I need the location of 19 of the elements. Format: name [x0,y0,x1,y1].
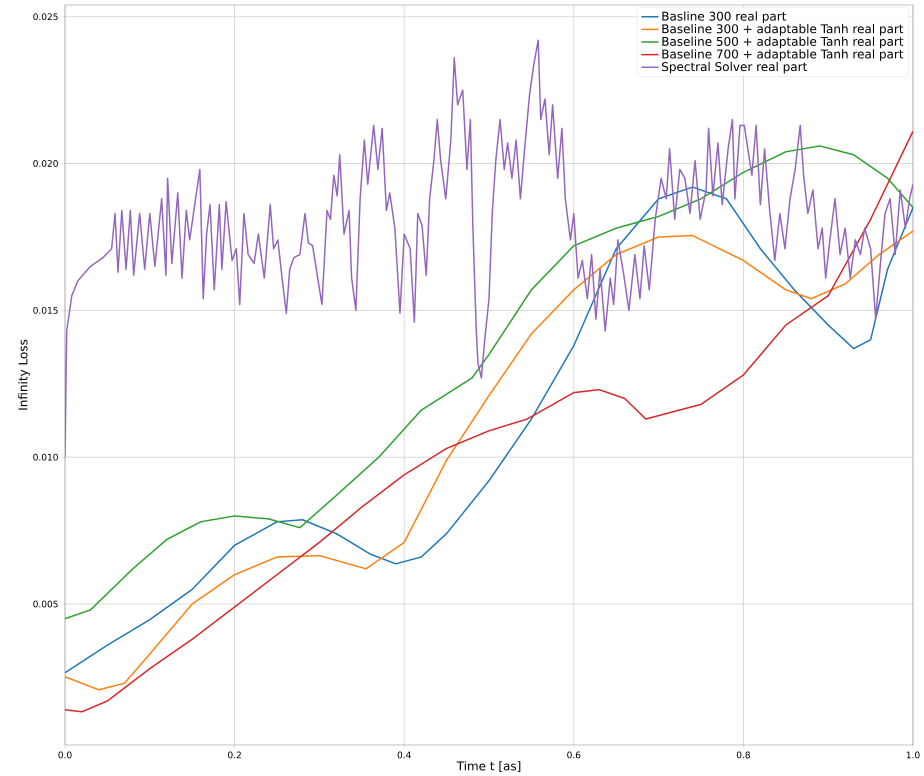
x-tick-label: 0.8 [736,752,750,758]
legend-label: Spectral Solver real part [662,62,808,74]
x-tick-label: 0.4 [398,752,411,758]
legend-label: Basline 300 real part [662,11,786,24]
y-tick-label: 0.020 [33,160,58,167]
legend-label: Baseline 500 + adaptable Tanh real part [662,36,904,48]
y-tick-label: 0.010 [33,454,58,461]
y-axis-title: Infinity Loss [18,340,30,410]
x-tick-label: 0.6 [567,752,580,758]
x-tick-label: 0.2 [228,752,241,758]
x-tick-label: 0.0 [58,752,72,758]
legend-label: Baseline 700 + adaptable Tanh real part [662,49,904,61]
y-tick-label: 0.025 [33,13,58,20]
y-tick-label: 0.005 [33,600,58,608]
legend-label: Baseline 300 + adaptable Tanh real part [662,24,904,36]
x-tick-label: 1.0 [906,752,920,758]
x-axis-title: Time t [as] [456,761,520,772]
line-series [65,145,913,620]
y-tick-label: 0.015 [33,306,58,314]
